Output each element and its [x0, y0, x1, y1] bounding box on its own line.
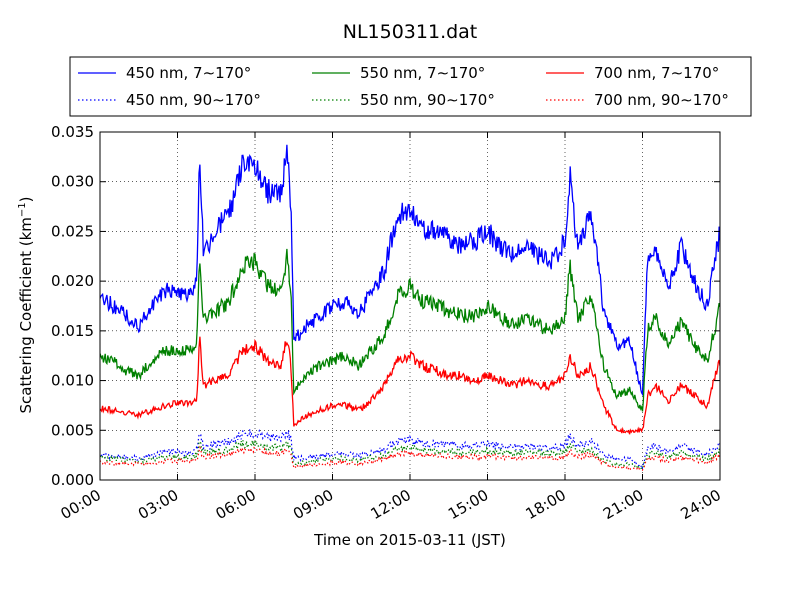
y-tick-label: 0.030	[51, 173, 94, 191]
x-tick-label: 09:00	[290, 486, 336, 523]
x-tick-label: 15:00	[445, 486, 491, 523]
legend: 450 nm, 7∼170° 450 nm, 90∼170° 550 nm, 7∼1…	[69, 56, 752, 117]
x-tick-label: 21:00	[600, 486, 646, 523]
x-tick-label: 18:00	[523, 486, 569, 523]
y-tick-label: 0.000	[51, 471, 94, 489]
x-tick-label: 12:00	[368, 486, 414, 523]
y-tick-label: 0.010	[51, 372, 94, 390]
chart-title: NL150311.dat	[343, 21, 478, 43]
y-axis-label: Scattering Coefficient (km−1)	[17, 196, 35, 413]
x-tick-label: 03:00	[135, 486, 181, 523]
legend-label-3: 550 nm, 7∼170°	[360, 64, 485, 82]
x-tick-label: 06:00	[213, 486, 259, 523]
plot-background	[100, 132, 720, 480]
x-tick-label: 24:00	[678, 486, 724, 523]
series-line-2	[100, 429, 720, 471]
series-line-3	[100, 248, 720, 412]
y-tick-label: 0.025	[51, 222, 94, 240]
legend-frame	[69, 56, 752, 117]
legend-label-1: 450 nm, 7∼170°	[126, 64, 251, 82]
series-line-1	[100, 144, 720, 397]
series-line-4	[100, 440, 720, 470]
y-axis-label-main: Scattering Coefficient (km	[17, 217, 35, 413]
series-line-5	[100, 336, 720, 435]
y-axis-label-superscript: −1	[17, 202, 28, 217]
legend-label-4: 550 nm, 90∼170°	[360, 91, 495, 109]
y-tick-label: 0.020	[51, 272, 94, 290]
y-tick-label: 0.015	[51, 322, 94, 340]
y-tick-label: 0.005	[51, 421, 94, 439]
plot-area: 00:00 03:00 06:00 09:00 12:00 15:00 18:00 21:00…	[51, 123, 724, 523]
legend-label-6: 700 nm, 90∼170°	[594, 91, 729, 109]
y-tick-label: 0.035	[51, 123, 94, 141]
legend-label-5: 700 nm, 7∼170°	[594, 64, 719, 82]
y-axis-label-tail: )	[17, 196, 35, 202]
x-axis-label: Time on 2015-03-11 (JST)	[313, 531, 506, 549]
legend-label-2: 450 nm, 90∼170°	[126, 91, 261, 109]
x-tick-label: 00:00	[58, 486, 104, 523]
